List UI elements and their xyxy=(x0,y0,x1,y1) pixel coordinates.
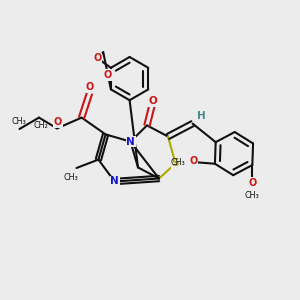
Text: CH₂: CH₂ xyxy=(33,121,48,130)
Text: H: H xyxy=(197,111,206,121)
Text: N: N xyxy=(126,136,135,147)
Text: O: O xyxy=(248,178,256,188)
Text: O: O xyxy=(54,117,62,128)
Text: CH₃: CH₃ xyxy=(171,158,186,167)
Text: CH₃: CH₃ xyxy=(63,172,78,182)
Text: CH₃: CH₃ xyxy=(245,191,260,200)
Text: O: O xyxy=(148,96,158,106)
Text: O: O xyxy=(189,156,197,166)
Text: O: O xyxy=(104,70,112,80)
Text: N: N xyxy=(110,176,119,187)
Text: O: O xyxy=(93,53,101,63)
Text: S: S xyxy=(172,158,179,169)
Text: O: O xyxy=(85,82,94,92)
Text: CH₃: CH₃ xyxy=(11,117,26,126)
